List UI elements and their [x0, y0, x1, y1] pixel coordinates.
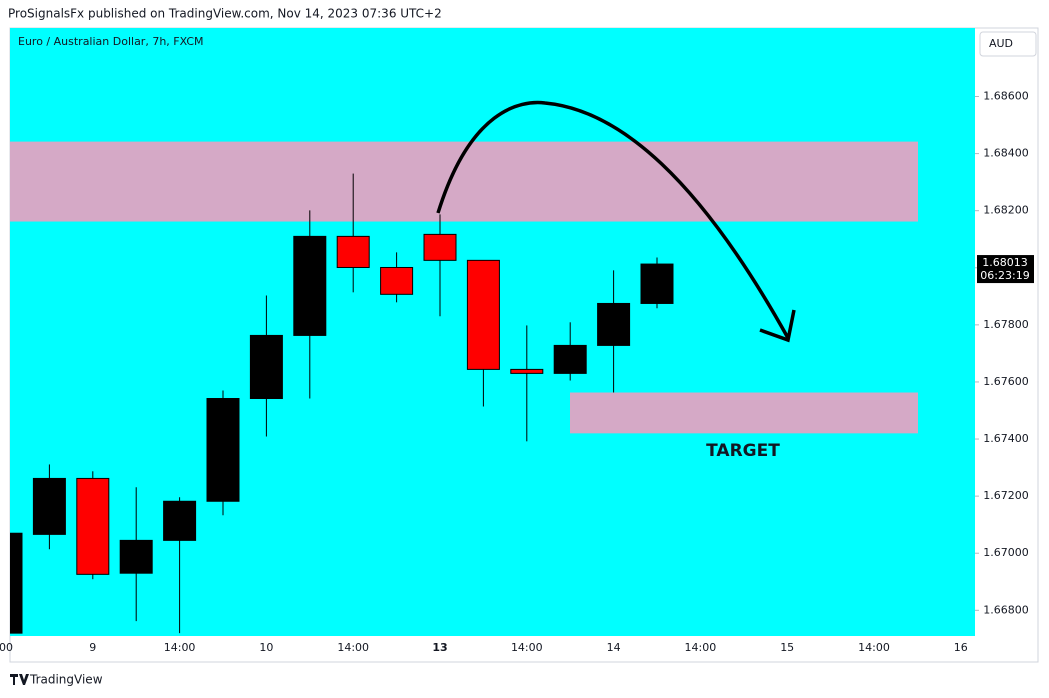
x-tick-label: 13: [432, 641, 447, 654]
y-tick-label: 1.67000: [983, 546, 1029, 559]
candle-body: [553, 344, 587, 374]
candle-body: [293, 235, 327, 336]
currency-button[interactable]: [979, 31, 1037, 57]
y-tick-label: 1.68400: [983, 147, 1029, 160]
candle-body: [423, 233, 457, 261]
y-tick-label: 1.67600: [983, 375, 1029, 388]
candle-body: [32, 477, 66, 535]
candle-body: [119, 539, 153, 574]
candle-body: [249, 334, 283, 400]
x-tick-label: 15: [780, 641, 794, 654]
candle-body: [380, 266, 414, 295]
candle-body: [10, 532, 23, 634]
zone: [570, 392, 918, 434]
header: ProSignalsFx published on TradingView.co…: [8, 7, 442, 21]
legend: Euro / Australian Dollar, 7h, FXCM: [18, 35, 204, 48]
candle-body: [510, 368, 544, 374]
footer: TradingView: [29, 673, 103, 687]
x-tick-label: 14:00: [858, 641, 890, 654]
y-tick-label: 1.68600: [983, 90, 1029, 103]
candle-body: [206, 398, 240, 502]
candle-body: [336, 235, 370, 268]
x-tick-label: 14:00: [511, 641, 543, 654]
countdown: 06:23:19: [980, 269, 1029, 282]
y-tick-label: 1.66800: [983, 603, 1029, 616]
x-tick-label: 9: [89, 641, 96, 654]
y-tick-label: 1.67800: [983, 318, 1029, 331]
candle-body: [163, 500, 197, 541]
candle-body: [466, 259, 500, 370]
arrow-head: [759, 309, 796, 343]
x-tick-label: 14:00: [337, 641, 369, 654]
candle-body: [640, 263, 674, 304]
x-tick-label: 16: [954, 641, 968, 654]
y-tick-label: 1.68200: [983, 204, 1029, 217]
candle-body: [76, 477, 110, 575]
x-tick-label: 00: [0, 641, 13, 654]
currency[interactable]: AUD: [989, 37, 1013, 50]
last-price: 1.68013: [982, 256, 1028, 269]
x-tick-label: 10: [259, 641, 273, 654]
x-tick-label: 14:00: [685, 641, 717, 654]
arrow: [436, 100, 790, 339]
footer-logo: [10, 674, 29, 685]
x-tick-label: 14: [607, 641, 621, 654]
y-tick-label: 1.67400: [983, 432, 1029, 445]
y-tick-label: 1.67200: [983, 489, 1029, 502]
candle-body: [597, 302, 631, 346]
annotation: TARGET: [706, 441, 780, 461]
x-tick-label: 14:00: [164, 641, 196, 654]
last-price-box: [977, 255, 1034, 284]
